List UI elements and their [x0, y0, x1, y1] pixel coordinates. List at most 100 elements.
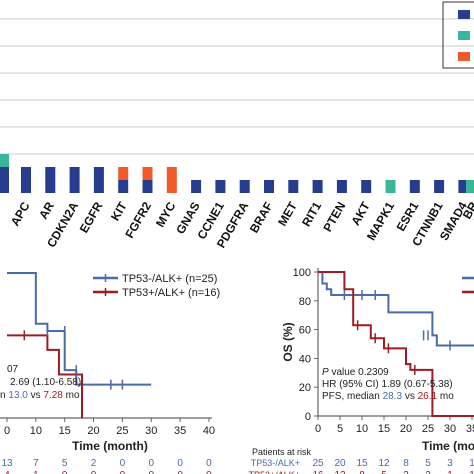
bar-fgfr2-blue — [142, 180, 153, 193]
category-label-akt: AKT — [348, 199, 373, 228]
km-left-xtick-label-5: 30 — [145, 425, 157, 437]
km-left-stat-median-vs: vs — [28, 390, 44, 401]
km-left-legend-label-0: TP53-/ALK+ (n=25) — [122, 273, 217, 285]
km-right-risk-0-7: 1 — [469, 458, 474, 469]
legend-swatch-blue — [458, 10, 470, 19]
km-right-risk-0-0: 25 — [312, 458, 324, 469]
km-right-stat-p-letter: P — [322, 367, 329, 378]
bar-chart-bars — [0, 154, 474, 193]
km-right-ytick-label-4: 80 — [299, 296, 311, 308]
bar-egfr-blue — [93, 167, 104, 193]
km-left-x-axis-label: Time (month) — [72, 439, 148, 453]
km-left-risk-1-3: 0 — [91, 470, 97, 474]
bar-pten-blue — [336, 180, 347, 193]
category-label-egfr: EGFR — [77, 199, 106, 235]
bar-apc-blue — [21, 167, 31, 193]
km-right-xtick-label-4: 20 — [400, 423, 412, 435]
category-label-braf: BRAF — [247, 200, 276, 236]
bar-cdkn2a-blue — [69, 167, 80, 193]
km-left-stat-median-blue: 13.0 — [8, 390, 28, 401]
bar-chart-legend — [442, 1, 474, 69]
km-right-risk-1-0: 16 — [312, 470, 324, 474]
bar-braf-blue — [264, 180, 274, 193]
bar-akt-blue — [361, 180, 372, 193]
km-right-stat-hr: HR (95% CI) 1.89 (0.67-5.38) — [322, 379, 453, 390]
km-right-stat-median-vs: vs — [402, 391, 418, 402]
km-left-xtick-label-1: 10 — [30, 425, 42, 437]
km-left-risk-1-5: 0 — [148, 470, 154, 474]
km-right-xtick-label-3: 15 — [378, 423, 390, 435]
km-left-stat-median-prefix: n — [0, 390, 8, 401]
bar-partial-right-teal — [466, 180, 474, 193]
km-right-risk-1-7: 1 — [469, 470, 474, 474]
km-left-risk-1-0: 4 — [4, 470, 10, 474]
km-right-risk-0-5: 5 — [425, 458, 431, 469]
km-right-x-axis-label: Time (mon — [422, 439, 474, 453]
bar-chart-gridlines — [0, 18, 474, 155]
km-left-xtick-label-4: 25 — [116, 425, 128, 437]
bar-partial-left-teal — [0, 154, 9, 167]
km-right-xtick-label-1: 5 — [337, 423, 343, 435]
km-left-stat-median: n 13.0 vs 7.28 mo — [0, 390, 80, 401]
bar-pdgfra-blue — [239, 180, 250, 193]
category-label-met: MET — [275, 199, 300, 229]
km-right-curve-1 — [318, 271, 474, 417]
km-right-stat-median-unit: mo — [437, 391, 454, 402]
bar-mapk1-teal — [385, 180, 396, 193]
km-right-risk-0-4: 8 — [403, 458, 409, 469]
km-left-risk-1-2: 0 — [62, 470, 68, 474]
category-label-kit: KIT — [108, 199, 130, 223]
bar-ctnnb1-blue — [434, 180, 445, 193]
bar-fgfr2-orange — [142, 167, 153, 180]
km-left-risk-1-1: 1 — [33, 470, 39, 474]
bar-ccne1-blue — [215, 180, 226, 193]
km-right-stat-p: P value 0.2309 — [322, 367, 389, 378]
category-label-ar: AR — [36, 199, 57, 221]
km-left-xtick-label-0: 0 — [4, 425, 10, 437]
legend-box — [442, 1, 474, 69]
km-right-curve-0 — [318, 271, 474, 347]
km-right-risk-header: Patients at risk — [252, 447, 312, 457]
km-right-risk-1-1: 12 — [334, 470, 346, 474]
km-right-risk-1-6: 1 — [447, 470, 453, 474]
km-left-risk-0-4: 0 — [120, 458, 126, 469]
km-left-risk-1-4: 0 — [120, 470, 126, 474]
km-left-risk-0-2: 5 — [62, 458, 68, 469]
km-left-risk-1-7: 0 — [206, 470, 212, 474]
km-left-risk-0-0: 13 — [1, 458, 13, 469]
km-left-risk-0-6: 0 — [177, 458, 183, 469]
bar-esr1-blue — [409, 180, 420, 193]
bar-met-blue — [288, 180, 299, 193]
km-right-risk-1-4: 3 — [403, 470, 409, 474]
km-right-risk-1-2: 8 — [359, 470, 365, 474]
km-right-stat-median-prefix: PFS, median — [322, 391, 383, 402]
km-left-risk-0-3: 2 — [91, 458, 97, 469]
km-left-stat-p: 07 — [7, 364, 19, 375]
km-left-xtick-label-7: 40 — [203, 425, 215, 437]
km-right-ytick-label-3: 60 — [299, 325, 311, 337]
km-left-stat-median-unit: mo — [63, 390, 80, 401]
legend-swatch-teal — [458, 31, 470, 40]
km-right-ytick-label-2: 40 — [299, 353, 311, 365]
km-right-xtick-label-0: 0 — [315, 423, 321, 435]
km-right-ytick-label-1: 20 — [299, 382, 311, 394]
km-right-risk-0-6: 3 — [447, 458, 453, 469]
bar-kit-blue — [118, 180, 129, 193]
km-right-risk-0-1: 20 — [334, 458, 346, 469]
km-right-risk-label-0: TP53-/ALK+ — [251, 458, 300, 468]
km-left-xtick-label-3: 20 — [87, 425, 99, 437]
km-right-y-axis-label: OS (%) — [281, 322, 295, 361]
km-right-xtick-label-6: 30 — [444, 423, 456, 435]
km-left-legend-label-1: TP53+/ALK+ (n=16) — [122, 287, 220, 299]
km-left-stat-hr: 2.69 (1.10-6.58) — [10, 377, 81, 388]
km-left-xtick-label-2: 15 — [59, 425, 71, 437]
km-left-curve-1 — [7, 334, 84, 418]
bar-smad4-blue — [458, 180, 469, 193]
km-right-risk-0-2: 15 — [356, 458, 368, 469]
km-right-risk-0-3: 12 — [378, 458, 390, 469]
km-right-stat-p-value: value 0.2309 — [329, 367, 389, 378]
km-right-risk-1-3: 5 — [381, 470, 387, 474]
